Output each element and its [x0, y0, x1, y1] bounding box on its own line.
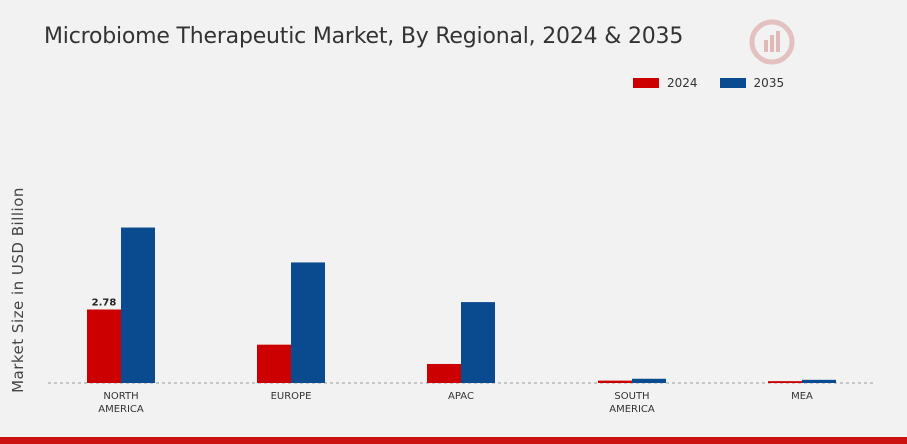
bar-2024-0 — [87, 309, 121, 383]
x-tick-label: APAC — [448, 391, 474, 402]
bar-2024-1 — [257, 344, 291, 383]
x-tick-label: NORTH AMERICA — [98, 391, 144, 415]
legend-label-2035: 2035 — [753, 76, 785, 90]
brand-logo-icon — [748, 18, 796, 66]
x-tick-label: EUROPE — [271, 391, 312, 402]
bar-2035-1 — [291, 262, 325, 383]
legend-item-2024: 2024 — [633, 76, 698, 90]
bar-2035-4 — [802, 379, 836, 383]
bottom-accent-bar — [0, 437, 907, 444]
legend-swatch-2035 — [719, 78, 746, 88]
bar-2024-3 — [598, 380, 632, 383]
bar-2035-3 — [632, 378, 666, 383]
legend-item-2035: 2035 — [719, 76, 785, 90]
x-tick-label: MEA — [791, 391, 813, 402]
legend-label-2024: 2024 — [667, 76, 698, 90]
bar-2024-2 — [427, 363, 461, 383]
chart-title: Microbiome Therapeutic Market, By Region… — [44, 24, 684, 49]
x-tick-label: SOUTH AMERICA — [609, 391, 655, 415]
bar-2035-2 — [461, 302, 495, 383]
legend-swatch-2024 — [633, 78, 659, 88]
bar-2035-0 — [121, 227, 155, 383]
bar-2024-4 — [768, 381, 802, 383]
legend: 2024 2035 — [633, 76, 784, 90]
data-label: 2.78 — [92, 297, 117, 308]
